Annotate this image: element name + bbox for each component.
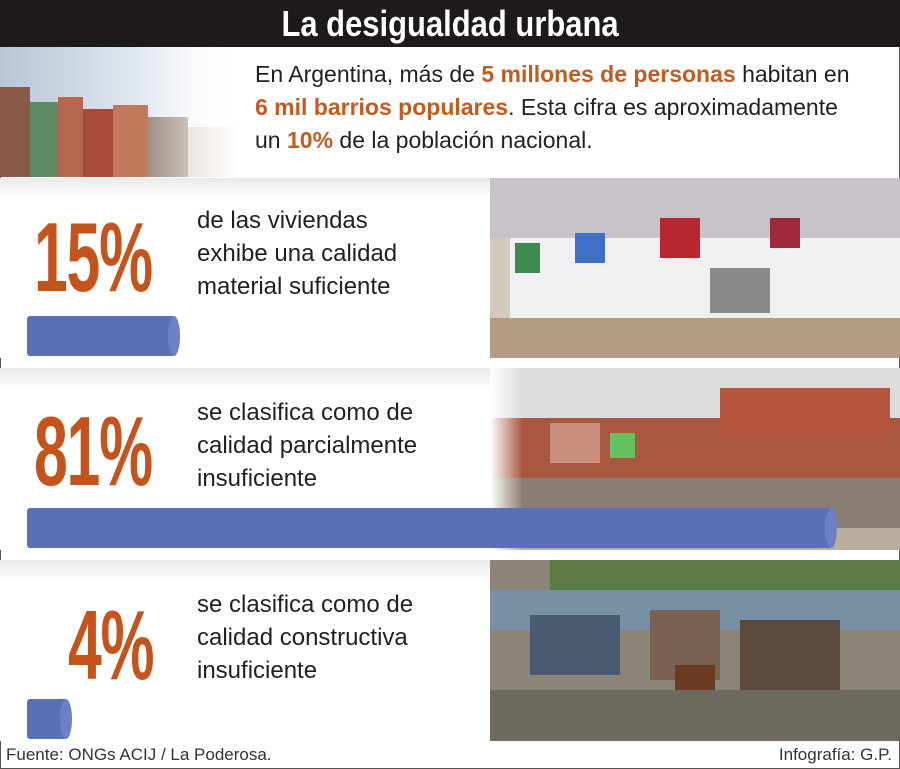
intro-text: de la población nacional.: [333, 127, 593, 153]
highlight-percent: 10%: [286, 127, 334, 153]
desc-line: de las viviendas: [197, 207, 368, 234]
stat-description: se clasifica como de calidad parcialment…: [197, 396, 417, 495]
desc-line: se clasifica como de: [197, 591, 414, 618]
stat-panel-suficiente: 15% de las viviendas exhibe una calidad …: [0, 178, 900, 358]
title-bar: La desigualdad urbana: [0, 0, 900, 47]
intro-paragraph: En Argentina, más de 5 millones de perso…: [255, 58, 895, 157]
stat-percent: 15%: [34, 202, 153, 312]
stat-percent: 4%: [68, 590, 155, 700]
bar-4-percent: [27, 699, 72, 739]
desc-line: insuficiente: [197, 657, 318, 684]
bar-81-percent: [27, 508, 837, 548]
intro-text: . Esta cifra es aproximadamente: [508, 94, 838, 120]
stat-percent: 81%: [34, 396, 153, 506]
footer: Fuente: ONGs ACIJ / La Poderosa. Infogra…: [0, 741, 900, 769]
desc-line: material suficiente: [197, 273, 391, 300]
desc-line: insuficiente: [197, 465, 318, 492]
shanty-photo: [490, 560, 900, 741]
city-photo: [0, 47, 240, 177]
social-housing-photo: [490, 178, 900, 358]
intro-text: En Argentina, más de: [255, 61, 482, 87]
infographic-credit: Infografía: G.P.: [778, 745, 892, 764]
stat-description: se clasifica como de calidad constructiv…: [197, 588, 413, 687]
desc-line: se clasifica como de: [197, 399, 414, 426]
page-title: La desigualdad urbana: [281, 3, 619, 44]
highlight-population: 5 millones de personas: [481, 61, 736, 87]
stat-panel-parcial: 81% se clasifica como de calidad parcial…: [0, 368, 900, 550]
intro-text: habitan en: [735, 61, 850, 87]
desc-line: calidad constructiva: [197, 624, 408, 651]
stat-panel-insuficiente: 4% se clasifica como de calidad construc…: [0, 560, 900, 741]
source-credit: Fuente: ONGs ACIJ / La Poderosa.: [6, 745, 272, 764]
intro-text: un: [255, 127, 287, 153]
desc-line: exhibe una calidad: [197, 240, 398, 267]
bar-15-percent: [27, 316, 180, 356]
highlight-barrios: 6 mil barrios populares: [255, 94, 509, 120]
desc-line: calidad parcialmente: [197, 432, 418, 459]
stat-description: de las viviendas exhibe una calidad mate…: [197, 204, 397, 303]
